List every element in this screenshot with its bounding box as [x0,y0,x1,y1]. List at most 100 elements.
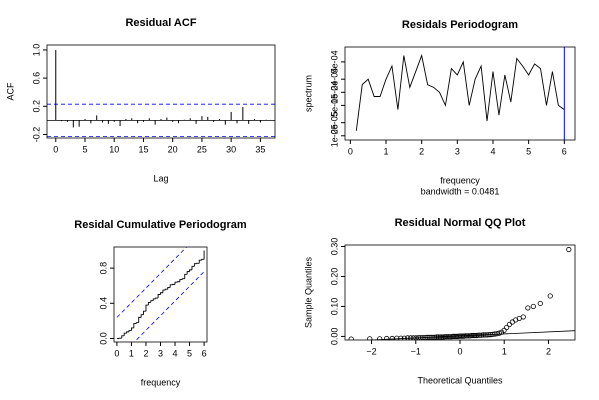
x-tick-label: 4 [173,348,178,358]
step-segment [167,287,171,290]
qq-point [434,334,440,340]
x-tick-label: 6 [202,348,207,358]
x-tick-label: 0 [457,346,462,356]
y-tick-label: 0.8 [98,262,108,275]
spectrum-line [355,53,565,131]
qq-point [424,334,430,340]
x-tick-label: 4 [490,146,495,156]
step-segment [181,278,185,280]
y-tick-label: 0.2 [31,100,41,113]
step-segment [186,271,190,275]
plot-frame [46,44,276,139]
y-tick-label: 1e-04 [329,81,339,104]
step-segment [147,301,151,306]
y-tick-label: 0.00 [329,328,339,346]
step-segment [150,300,154,303]
plot-frame [113,246,208,343]
y-tick-label: 1e-05 [329,124,339,147]
qq-point [537,300,543,307]
plot-frame [344,244,576,341]
panel: Residual Normal QQ Plot Theoretical Quant… [303,217,576,385]
qq-point [367,336,373,340]
panel-title: Residal Cumulative Periodogram [74,219,247,231]
step-segment [174,281,178,285]
x-tick-label: 3 [158,348,163,358]
qq-point [504,324,510,331]
step-segment [184,273,188,279]
panel: Residal Cumulative Periodogram frequency 0… [74,219,247,387]
qq-point [384,335,390,340]
step-segment [164,288,168,291]
x-tick-label: 35 [255,144,265,154]
step-segment [201,258,205,261]
qq-point [501,327,507,334]
x-tick-label: 1 [502,346,507,356]
qq-point [547,293,553,299]
x-tick-label: 6 [562,146,567,156]
x-tick-label: 0 [53,144,58,154]
qq-point [477,332,483,338]
x-tick-label: 2 [419,146,424,156]
qq-point [480,332,486,338]
x-tick-label: 5 [82,144,87,154]
qq-point [426,334,432,340]
plot-area [355,47,565,140]
panel-title: Residual Normal QQ Plot [395,217,526,229]
qq-point [413,335,419,340]
plot-area [47,49,275,137]
qq-point [410,335,416,340]
step-segment [145,304,149,312]
qq-point [486,332,492,338]
qq-point [407,335,414,340]
qq-point [439,334,445,340]
step-segment [126,331,130,334]
qq-point [482,332,488,338]
x-axis-label: frequency [440,175,480,185]
panel: Residual ACF Lag ACF 0 5 10 15 20 25 30 35 -0.2 0.2 0… [5,17,276,183]
x-tick-label: 20 [168,144,178,154]
y-tick-label: 5e-04 [329,50,339,73]
step-segment [160,292,163,295]
step-segment [130,327,134,331]
step-segment [123,332,127,336]
x-tick-label: 0 [348,146,353,156]
y-tick-label: 0.0 [98,332,108,345]
qq-point [475,332,481,338]
qq-point [484,332,490,338]
x-tick-label: 0 [114,348,119,358]
y-tick-label: 2e-05 [329,111,339,134]
y-tick-label: 0.10 [329,298,339,316]
y-tick-label: 0.6 [31,72,41,85]
y-tick-label: 0.30 [329,238,339,256]
y-axis-label: spectrum [303,75,313,112]
qq-point [469,332,475,339]
step-segment [155,297,159,299]
qq-point [525,305,531,311]
step-segment [169,284,173,288]
step-segment [179,279,183,282]
qq-point [520,314,526,320]
qq-point [348,336,354,340]
qq-point [494,331,500,337]
qq-point [432,334,438,340]
plot-area [348,246,575,340]
y-tick-label: 0.20 [329,268,339,286]
x-axis-label: Lag [153,173,168,183]
step-segment [152,298,156,301]
panel-title: Residual ACF [125,17,196,29]
qq-point [405,335,411,340]
x-tick-label: 1 [129,348,134,358]
y-tick-label: -0.2 [31,127,41,143]
x-tick-label: 5 [187,348,192,358]
qq-point [472,332,478,339]
x-tick-label: 10 [109,144,119,154]
qq-point [430,334,436,340]
step-segment [133,323,137,328]
qq-point [401,335,407,340]
x-axis-label: frequency [141,377,181,387]
qq-point [530,303,536,310]
qq-point [470,332,476,339]
qq-point [566,246,572,253]
step-segment [193,263,197,267]
